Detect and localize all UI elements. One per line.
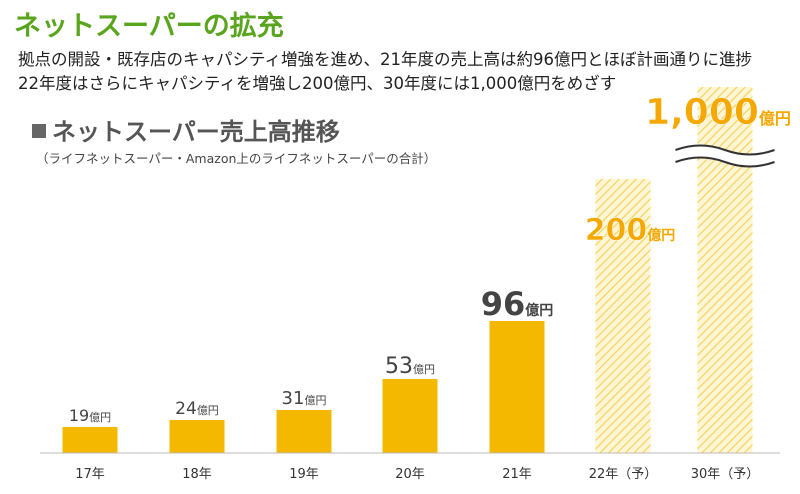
page-title: ネットスーパーの拡充	[14, 11, 284, 42]
chart-subtitle: （ライフネットスーパー・Amazon上のライフネットスーパーの合計）	[36, 151, 437, 166]
bar-3	[276, 410, 332, 453]
bar-6	[595, 179, 651, 453]
x-tick-label: 18年	[182, 467, 212, 482]
data-label: 31億円	[282, 388, 327, 409]
description-line-1: 拠点の開設・既存店のキャパシティ増強を進め、21年度の売上高は約96億円とほぼ計…	[18, 50, 753, 69]
x-tick-label: 21年	[502, 467, 532, 482]
x-tick-label: 22年（予）	[589, 467, 658, 482]
axis-break-line-bottom	[675, 156, 775, 168]
chart-title-text: ネットスーパー売上高推移	[52, 118, 340, 146]
bar-4	[382, 379, 438, 453]
x-tick-label: 19年	[289, 467, 319, 482]
x-tick-label: 17年	[75, 467, 105, 482]
bar-5	[489, 321, 545, 453]
axis-break-line-top	[675, 144, 775, 156]
data-label: 19億円	[69, 406, 111, 425]
bar-2	[169, 420, 225, 453]
data-label: 200億円	[585, 213, 676, 248]
x-tick-label: 30年（予）	[691, 467, 760, 482]
bar-7	[697, 87, 753, 453]
axis-break-gap	[675, 145, 775, 167]
data-label: 96億円	[481, 285, 554, 323]
description-line-2: 22年度はさらにキャパシティを増強し200億円、30年度には1,000億円をめざ…	[18, 74, 617, 93]
square-bullet-icon	[32, 124, 46, 138]
data-label: 24億円	[175, 399, 219, 419]
chart-title: ネットスーパー売上高推移	[32, 112, 340, 147]
x-tick-label: 20年	[395, 467, 425, 482]
data-label: 1,000億円	[645, 92, 791, 133]
data-label: 53億円	[385, 354, 435, 379]
bar-1	[62, 427, 118, 453]
